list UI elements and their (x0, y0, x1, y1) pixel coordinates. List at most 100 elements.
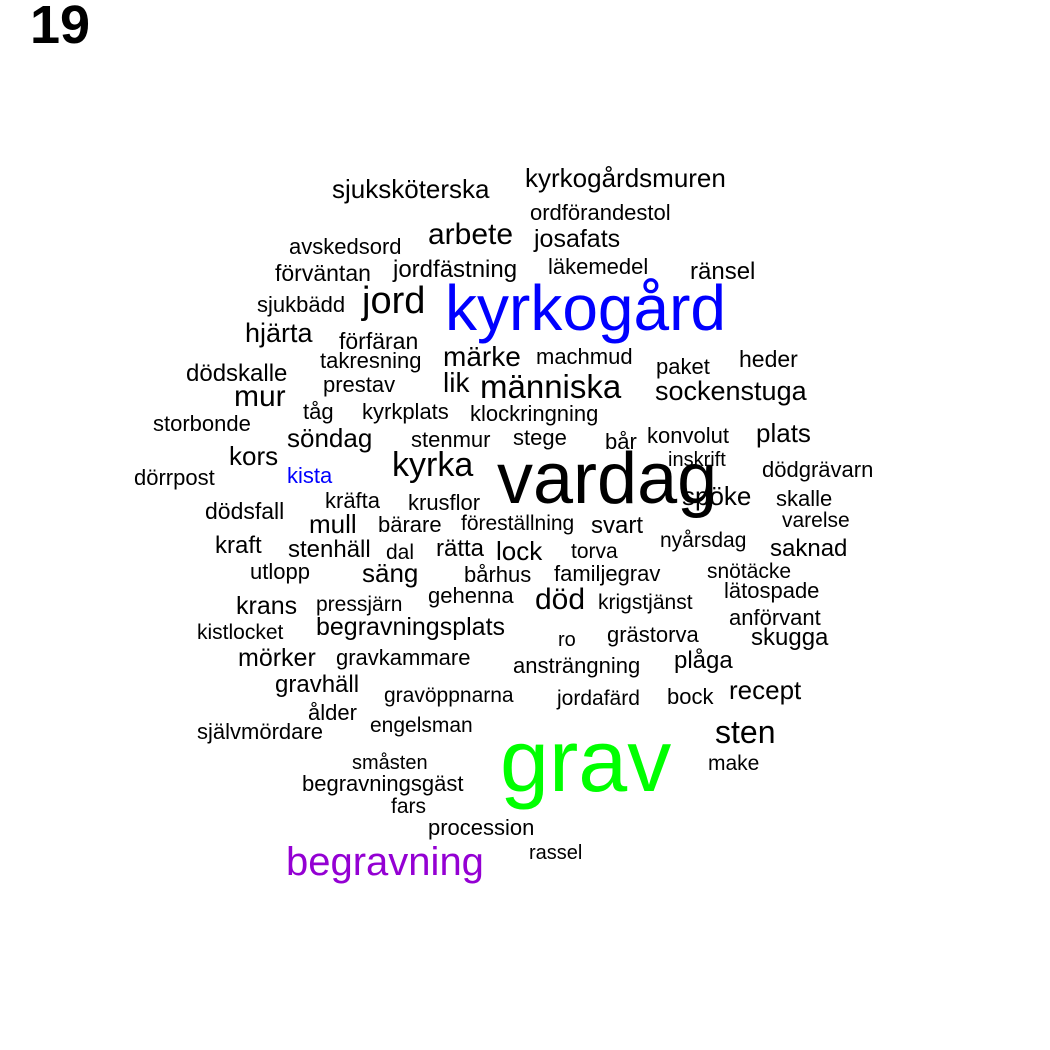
word-cloud-word: ränsel (690, 258, 756, 285)
word-cloud-word: bår (605, 429, 637, 454)
word-cloud-word: spöke (682, 481, 752, 511)
word-cloud-word: jordafärd (557, 687, 640, 710)
page-number-label: 19 (30, 0, 91, 55)
word-cloud-word: prestav (323, 372, 396, 397)
word-cloud-word: torva (571, 540, 618, 563)
word-cloud-word: bärare (378, 512, 442, 537)
word-cloud-word: stenhäll (288, 536, 371, 563)
word-cloud-word: svart (591, 512, 644, 539)
word-cloud-word: säng (362, 558, 419, 588)
word-cloud-word: machmud (536, 344, 633, 369)
word-cloud-word: utlopp (250, 559, 310, 584)
word-cloud-word: människa (480, 368, 622, 405)
word-cloud-word: arbete (428, 218, 514, 251)
word-cloud-word: förfäran (339, 328, 419, 354)
word-cloud-word: begravningsgäst (302, 771, 464, 796)
word-cloud-word: gravkammare (336, 645, 471, 670)
word-cloud-word: kyrkogårdsmuren (525, 163, 726, 193)
word-cloud-word: recept (729, 675, 802, 705)
word-cloud-word: skugga (751, 624, 829, 651)
word-cloud-word: saknad (770, 535, 848, 562)
word-cloud-word: kista (287, 463, 333, 488)
word-cloud-word: söndag (287, 423, 373, 453)
word-cloud-word: sockenstuga (655, 376, 807, 406)
word-cloud-word: make (708, 752, 760, 775)
word-cloud-word: småsten (352, 752, 428, 774)
word-cloud-word: förväntan (275, 260, 371, 286)
word-cloud-word: josafats (534, 225, 621, 253)
word-cloud-word: mur (234, 380, 286, 413)
word-cloud-word: bock (667, 684, 714, 709)
word-cloud-word: mull (309, 509, 357, 539)
word-cloud-word: märke (443, 341, 521, 372)
word-cloud-word: inskrift (668, 449, 726, 471)
word-cloud-word: vardag (497, 439, 718, 519)
word-cloud-word: fars (391, 795, 427, 818)
word-cloud-word: skalle (776, 486, 833, 511)
word-cloud-word: snötäcke (707, 560, 792, 583)
word-cloud-word: anförvant (729, 605, 821, 630)
word-cloud-word: kistlocket (197, 621, 284, 644)
word-cloud-word: paket (656, 354, 710, 379)
word-cloud-word: pressjärn (316, 593, 403, 616)
word-cloud-word: självmördare (197, 719, 323, 744)
word-cloud-word: dödsfall (205, 498, 285, 524)
word-cloud-word: krigstjänst (598, 591, 693, 614)
word-cloud-word: sten (715, 714, 776, 750)
word-cloud-word: jordfästning (393, 256, 518, 283)
word-cloud-word: gehenna (428, 583, 514, 608)
word-cloud-word: dödskalle (186, 360, 288, 387)
word-cloud-word: stenmur (411, 427, 491, 452)
word-cloud-word: begravning (286, 840, 484, 884)
word-cloud-word: takresning (320, 348, 422, 373)
word-cloud-word: kors (229, 441, 279, 471)
word-cloud-word: tåg (303, 399, 334, 424)
word-cloud-word: ro (558, 629, 576, 651)
word-cloud-word: dödgrävarn (762, 457, 874, 482)
word-cloud-word: grav (500, 711, 672, 810)
word-cloud-word: rätta (436, 535, 485, 562)
word-cloud-word: ordförandestol (530, 200, 671, 225)
word-cloud-word: mörker (238, 644, 316, 672)
word-cloud-word: kraft (215, 532, 262, 559)
word-cloud-word: kyrkplats (362, 399, 449, 424)
word-cloud-word: lik (443, 367, 470, 398)
word-cloud-word: gravöppnarna (384, 684, 514, 707)
word-cloud-word: procession (428, 815, 535, 840)
word-cloud-word: död (535, 583, 586, 616)
word-cloud-word: konvolut (647, 423, 729, 448)
word-cloud-word: rassel (529, 842, 583, 864)
word-cloud-word: stege (513, 425, 567, 450)
word-cloud-word: läkemedel (548, 254, 649, 279)
word-cloud-word: storbonde (153, 411, 251, 436)
word-cloud-word: nyårsdag (660, 529, 747, 552)
word-cloud-word: föreställning (461, 512, 575, 535)
word-cloud-word: gravhäll (275, 671, 360, 698)
word-cloud-word: avskedsord (289, 234, 402, 259)
word-cloud-word: dal (386, 541, 415, 564)
word-cloud-word: familjegrav (554, 561, 661, 586)
word-cloud-word: jord (362, 280, 426, 322)
word-cloud-word: dörrpost (134, 465, 215, 490)
word-cloud-word: krans (236, 592, 298, 620)
word-cloud-word: ansträngning (513, 653, 641, 678)
word-cloud-word: kräfta (325, 488, 381, 513)
word-cloud-word: hjärta (245, 318, 313, 348)
word-cloud-word: plats (756, 418, 811, 448)
word-cloud-word: lock (496, 536, 543, 566)
word-cloud-word: engelsman (370, 714, 473, 737)
word-cloud-word: lätospade (724, 578, 820, 603)
word-cloud-word: sjukbädd (257, 292, 346, 317)
word-cloud-word: sjuksköterska (332, 174, 490, 204)
word-cloud-word: grästorva (607, 622, 699, 647)
word-cloud-word: heder (739, 346, 798, 372)
word-cloud-word: kyrka (392, 446, 474, 484)
word-cloud-word: klockringning (470, 401, 599, 426)
word-cloud-word: plåga (674, 647, 733, 674)
word-cloud-word: varelse (782, 509, 850, 532)
word-cloud-word: ålder (308, 700, 357, 725)
word-cloud-word: kyrkogård (445, 272, 726, 344)
word-cloud-word: krusflor (408, 490, 481, 515)
word-cloud-word: begravningsplats (316, 613, 506, 641)
word-cloud-word: bårhus (464, 562, 532, 587)
